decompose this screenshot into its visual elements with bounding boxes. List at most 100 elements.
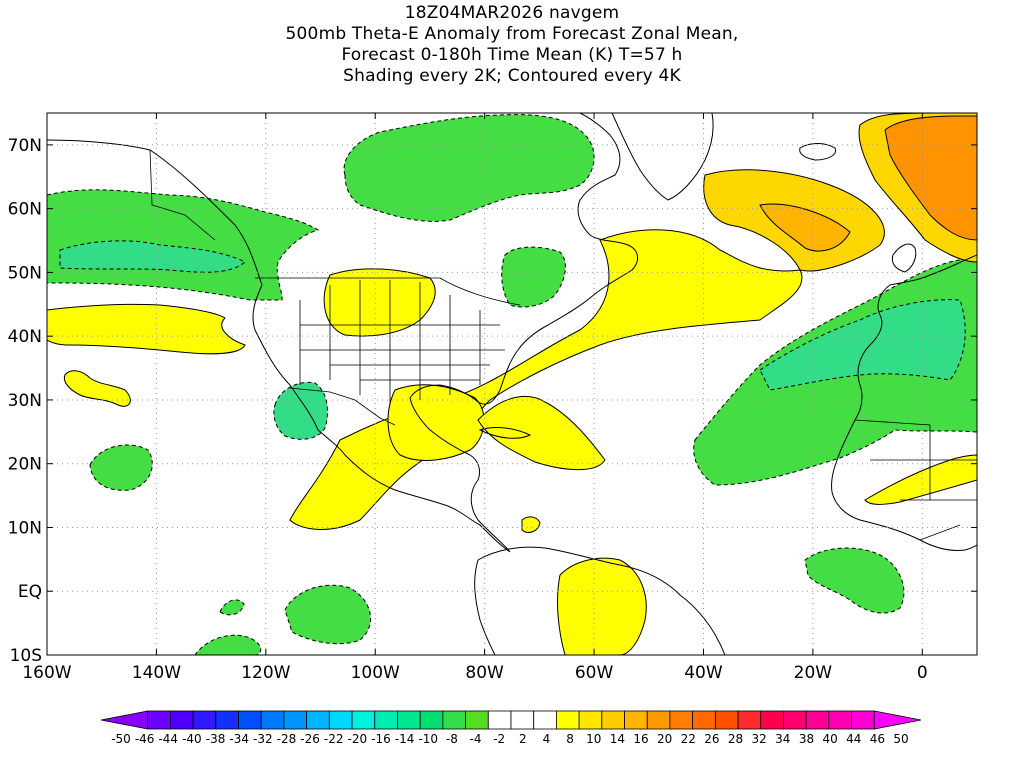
map-gridlines xyxy=(47,113,977,655)
colorbar-label: -40 xyxy=(182,732,202,746)
x-tick-label: 120W xyxy=(241,663,290,683)
africa-borders xyxy=(854,419,977,541)
colorbar-label: -28 xyxy=(277,732,297,746)
anomaly-shading xyxy=(47,113,977,655)
y-tick-label: 50N xyxy=(8,263,42,283)
colorbar-label: 20 xyxy=(657,732,672,746)
north-america-coast xyxy=(47,113,638,553)
colorbar-label: 28 xyxy=(728,732,743,746)
map-axes: 160W 140W 120W 100W 80W 60W 40W 20W 0 70N 60N 50N 40… xyxy=(8,113,977,683)
plot-frame xyxy=(46,112,978,656)
colorbar-swatch xyxy=(147,710,171,730)
colorbar-swatch xyxy=(646,710,671,730)
colorbar-label: 8 xyxy=(566,732,574,746)
colorbar-label: 2 xyxy=(519,732,527,746)
colorbar-label: -44 xyxy=(158,732,178,746)
colorbar-swatch xyxy=(760,710,784,730)
negative-anomaly-arctic xyxy=(343,114,595,222)
colorbar-label: -34 xyxy=(229,732,249,746)
colorbar-swatch xyxy=(328,710,353,730)
colorbar-label: 16 xyxy=(633,732,648,746)
positive-anomaly-caribbean xyxy=(477,395,606,471)
colorbar-label: -22 xyxy=(324,732,344,746)
negative-anomaly-quebec xyxy=(501,246,566,308)
title-line-4: Shading every 2K; Contoured every 4K xyxy=(343,66,681,86)
y-tick-label: 70N xyxy=(8,136,42,156)
colorbar-label: 50 xyxy=(893,732,908,746)
chart-title: 18Z04MAR2026 navgem 500mb Theta-E Anomal… xyxy=(0,3,1024,87)
y-tick-label: 40N xyxy=(8,327,42,347)
colorbar-label: 22 xyxy=(681,732,696,746)
x-tick-label: 100W xyxy=(351,663,400,683)
colorbar-label: 44 xyxy=(846,732,861,746)
colorbar-swatch xyxy=(442,710,466,730)
x-tick-label: 80W xyxy=(465,663,504,683)
us-state-lines xyxy=(299,280,505,405)
colorbar-swatch xyxy=(737,710,762,730)
colorbar-swatch xyxy=(374,710,398,730)
political-borders xyxy=(149,149,977,541)
positive-anomaly-hawaii xyxy=(63,370,131,407)
negative-anomaly-alaska xyxy=(47,189,320,301)
colorbar-swatch xyxy=(556,710,580,730)
x-tick-label: 20W xyxy=(794,663,833,683)
colorbar-label: -20 xyxy=(348,732,368,746)
colorbar-swatch xyxy=(306,710,330,730)
title-line-2: 500mb Theta-E Anomaly from Forecast Zona… xyxy=(285,24,739,44)
colorbar-label: -16 xyxy=(371,732,391,746)
negative-anomaly-pacific-5s xyxy=(284,584,371,645)
colorbar-swatch xyxy=(283,710,308,730)
y-tick-label: EQ xyxy=(18,582,42,602)
colorbar-label: 4 xyxy=(543,732,551,746)
greenland-coast xyxy=(611,113,714,201)
colorbar-label: 46 xyxy=(870,732,885,746)
colorbar-swatch xyxy=(192,710,217,730)
negative-anomaly-east-atlantic-inner xyxy=(759,299,966,391)
colorbar-label: 26 xyxy=(704,732,719,746)
positive-anomaly-south-america xyxy=(557,557,647,655)
positive-anomaly-norway-core xyxy=(884,115,977,241)
title-line-1: 18Z04MAR2026 navgem xyxy=(404,3,620,23)
colorbar-label: 40 xyxy=(822,732,837,746)
y-tick-label: 10S xyxy=(10,646,42,666)
colorbar-swatch xyxy=(510,710,535,730)
negative-anomaly-pacific-9s xyxy=(194,634,262,655)
colorbar-swatch xyxy=(692,710,716,730)
colorbar-label: -2 xyxy=(493,732,505,746)
cuba-coast xyxy=(478,427,532,439)
colorbar-label: -38 xyxy=(206,732,226,746)
colorbar-label: 38 xyxy=(799,732,814,746)
colorbar-swatch xyxy=(351,710,376,730)
y-tick-label: 10N xyxy=(8,518,42,538)
alaska-canada-border xyxy=(149,149,216,241)
negative-anomaly-baja xyxy=(273,381,328,440)
negative-anomaly-alaska-inner xyxy=(59,240,246,273)
y-tick-label: 30N xyxy=(8,391,42,411)
colorbar-swatch xyxy=(601,710,625,730)
colorbar-label: 32 xyxy=(752,732,767,746)
colorbar-swatch xyxy=(170,710,194,730)
x-tick-label: 0 xyxy=(917,663,928,683)
colorbar-swatch xyxy=(669,710,694,730)
colorbar-swatch xyxy=(533,710,557,730)
title-line-3: Forecast 0-180h Time Mean (K) T=57 h xyxy=(341,45,683,65)
colorbar-swatch xyxy=(851,710,875,730)
negative-anomaly-pacific-7s-w xyxy=(219,599,245,616)
colorbar-swatch xyxy=(215,710,239,730)
y-tick-label: 60N xyxy=(8,200,42,220)
colorbar-label: -26 xyxy=(300,732,320,746)
colorbar-label: -8 xyxy=(446,732,458,746)
iceland-coast xyxy=(799,143,837,161)
positive-anomaly-africa xyxy=(864,454,977,505)
colorbar-label: -46 xyxy=(135,732,155,746)
colorbar-label: -50 xyxy=(111,732,131,746)
colorbar-swatch xyxy=(419,710,444,730)
colorbar-label: -32 xyxy=(253,732,273,746)
colorbar-arrow-high xyxy=(873,710,922,730)
colorbar-swatch xyxy=(624,710,648,730)
colorbar-label: 34 xyxy=(775,732,790,746)
colorbar-swatch xyxy=(714,710,739,730)
south-america-coast xyxy=(474,546,726,655)
colorbar-label: -4 xyxy=(470,732,482,746)
